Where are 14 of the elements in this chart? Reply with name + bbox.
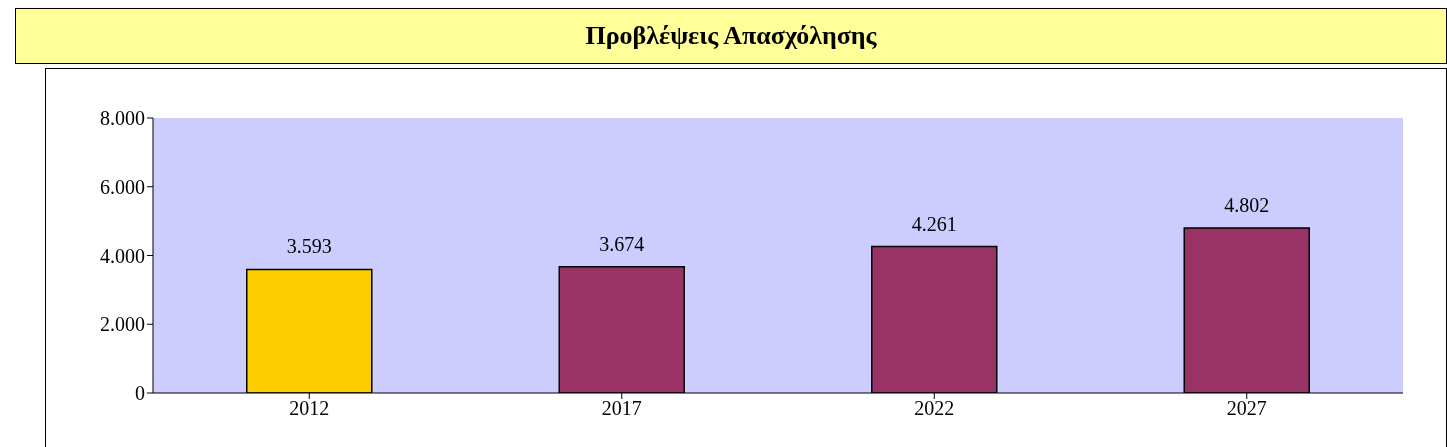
chart-title: Προβλέψεις Απασχόλησης [15,8,1447,64]
data-label: 3.674 [599,232,645,255]
y-tick-label: 2.000 [100,313,145,336]
x-tick-label: 2022 [914,397,955,420]
x-tick-label: 2027 [1226,397,1267,420]
data-label: 4.261 [911,212,957,235]
x-tick-label: 2012 [289,397,330,420]
y-tick-label: 8.000 [100,107,145,130]
data-label: 4.802 [1224,193,1270,216]
y-tick-label: 0 [135,382,145,405]
x-tick-label: 2017 [601,397,642,420]
data-label: 3.593 [286,235,332,258]
y-tick-label: 6.000 [100,175,145,198]
y-tick-label: 4.000 [100,244,145,267]
